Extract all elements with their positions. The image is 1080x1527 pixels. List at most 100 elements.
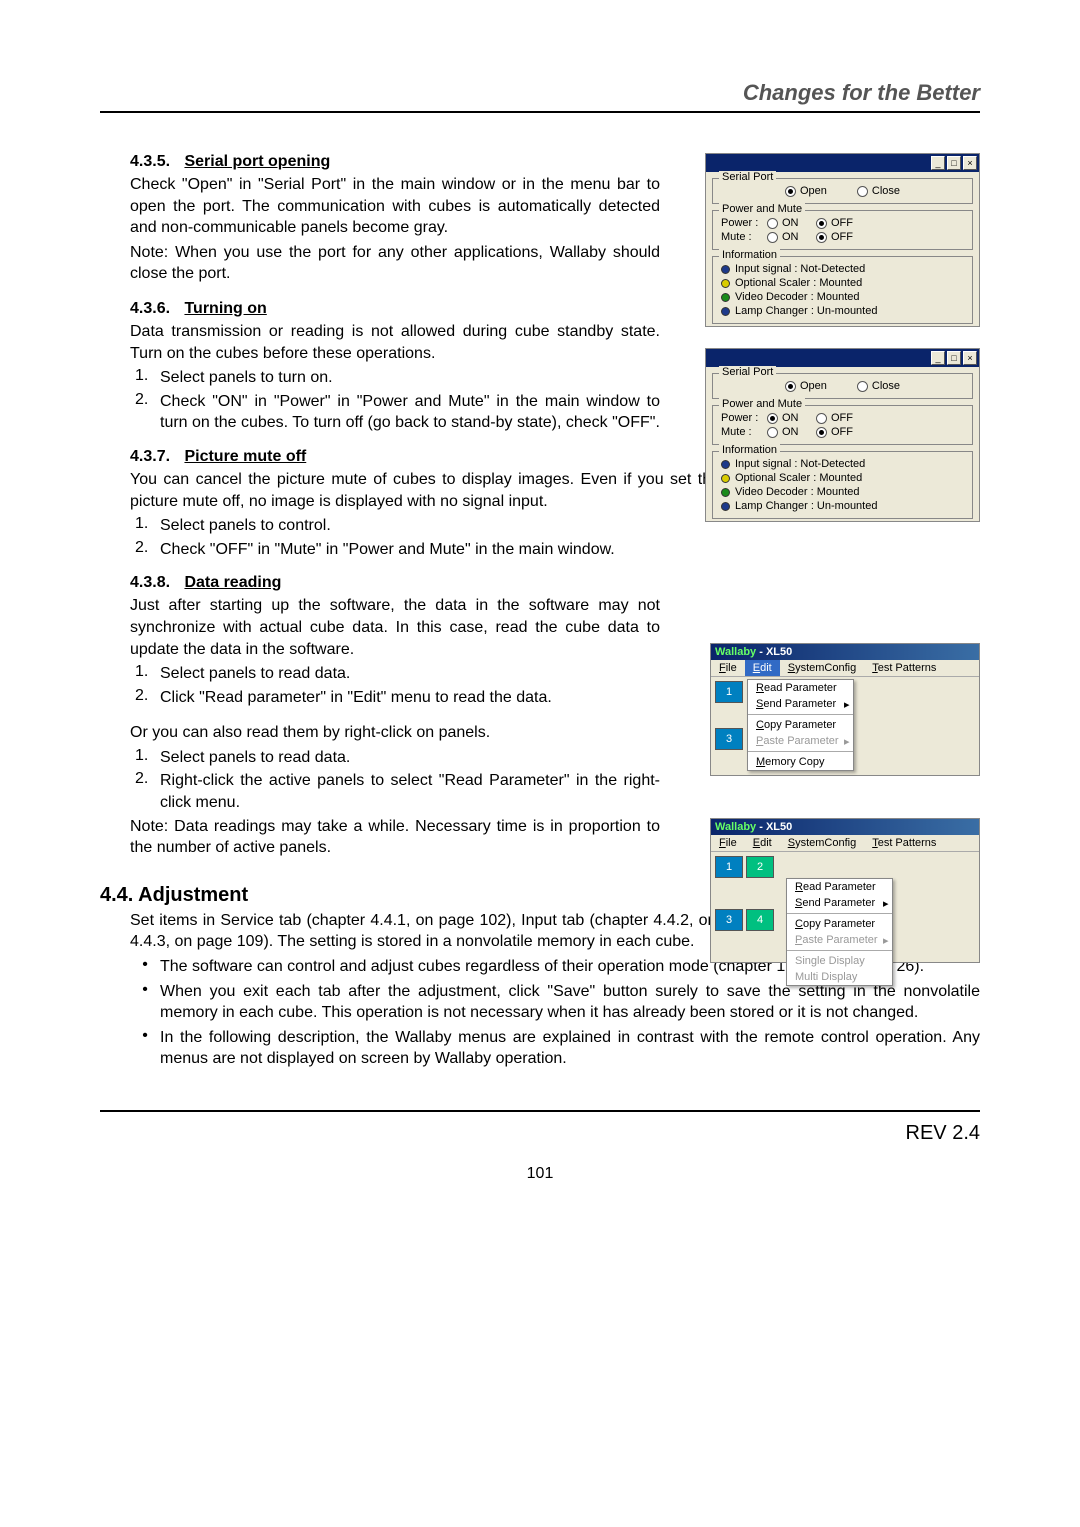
sec-435-num: 4.3.5.: [130, 153, 180, 171]
open-label: Open: [800, 185, 827, 197]
send-parameter-item[interactable]: Send Parameter▸: [787, 895, 892, 911]
testpatterns-menu[interactable]: Test Patterns: [864, 660, 944, 676]
sec-436-l2: 2.Check "ON" in "Power" in "Power and Mu…: [130, 391, 660, 434]
systemconfig-menu[interactable]: SystemConfig: [780, 835, 864, 851]
serial-port-legend: Serial Port: [719, 366, 776, 378]
read-parameter-item[interactable]: Read Parameter: [748, 680, 853, 696]
panel-cell-4[interactable]: 4: [746, 909, 774, 931]
sec-436-head: 4.3.6. Turning on: [130, 300, 660, 318]
memory-copy-item[interactable]: Memory Copy: [748, 754, 853, 770]
sec-436-num: 4.3.6.: [130, 300, 180, 318]
status-dot: [721, 488, 730, 497]
titlebar: _ □ ×: [706, 349, 979, 367]
close-radio[interactable]: [857, 186, 868, 197]
mute-label: Mute :: [721, 231, 763, 243]
power-mute-legend: Power and Mute: [719, 203, 805, 215]
paste-parameter-item[interactable]: Paste Parameter▸: [787, 932, 892, 948]
revision-label: REV 2.4: [100, 1122, 980, 1145]
open-radio[interactable]: [785, 381, 796, 392]
sec-438-title: Data reading: [184, 574, 281, 591]
read-parameter-item[interactable]: Read Parameter: [787, 879, 892, 895]
sec-438-head: 4.3.8. Data reading: [130, 574, 660, 592]
panel-cell-3[interactable]: 3: [715, 728, 743, 750]
mute-label: Mute :: [721, 426, 763, 438]
close-radio[interactable]: [857, 381, 868, 392]
sec-435-title: Serial port opening: [184, 153, 330, 170]
sec-438-l3: 1.Select panels to read data.: [130, 747, 660, 769]
sec-436-title: Turning on: [184, 300, 266, 317]
multi-display-item[interactable]: Multi Display: [787, 969, 892, 985]
wallaby-context-menu-screenshot: Wallaby - XL50 File Edit SystemConfig Te…: [710, 818, 980, 963]
close-label: Close: [872, 380, 900, 392]
wallaby-titlebar: Wallaby - XL50: [711, 819, 979, 835]
send-parameter-item[interactable]: Send Parameter▸: [748, 696, 853, 712]
sec-436-l1: 1.Select panels to turn on.: [130, 367, 660, 389]
status-dot: [721, 293, 730, 302]
sec-435-head: 4.3.5. Serial port opening: [130, 153, 660, 171]
info-video-decoder: Video Decoder : Mounted: [735, 486, 860, 498]
sec-44-b2: •When you exit each tab after the adjust…: [130, 981, 980, 1024]
panel-cell-2[interactable]: 2: [746, 856, 774, 878]
serial-port-legend: Serial Port: [719, 171, 776, 183]
sec-435-p1: Check "Open" in "Serial Port" in the mai…: [130, 174, 660, 239]
power-off-radio[interactable]: [816, 413, 827, 424]
panel-cell-3[interactable]: 3: [715, 909, 743, 931]
paste-parameter-item[interactable]: Paste Parameter▸: [748, 733, 853, 749]
menubar: File Edit SystemConfig Test Patterns: [711, 835, 979, 852]
copy-parameter-item[interactable]: Copy Parameter: [787, 916, 892, 932]
power-mute-fieldset: Power and Mute Power : ON OFF Mute : ON …: [712, 405, 973, 445]
info-lamp-changer: Lamp Changer : Un-mounted: [735, 305, 877, 317]
maximize-button[interactable]: □: [947, 351, 961, 365]
single-display-item[interactable]: Single Display: [787, 953, 892, 969]
serial-port-fieldset: Serial Port Open Close: [712, 178, 973, 204]
edit-menu[interactable]: Edit: [745, 835, 780, 851]
mute-off-radio[interactable]: [816, 232, 827, 243]
titlebar: _ □ ×: [706, 154, 979, 172]
power-on-radio[interactable]: [767, 413, 778, 424]
header-slogan: Changes for the Better: [100, 80, 980, 113]
info-video-decoder: Video Decoder : Mounted: [735, 291, 860, 303]
systemconfig-menu[interactable]: SystemConfig: [780, 660, 864, 676]
sec-435-p2: Note: When you use the port for any othe…: [130, 242, 660, 285]
panel-cell-1[interactable]: 1: [715, 681, 743, 703]
status-dot: [721, 307, 730, 316]
close-label: Close: [872, 185, 900, 197]
power-off-radio[interactable]: [816, 218, 827, 229]
info-optional-scaler: Optional Scaler : Mounted: [735, 277, 862, 289]
testpatterns-menu[interactable]: Test Patterns: [864, 835, 944, 851]
status-dot: [721, 474, 730, 483]
panel-cell-1[interactable]: 1: [715, 856, 743, 878]
sec-437-p1: You can cancel the picture mute of cubes…: [130, 469, 720, 512]
file-menu[interactable]: File: [711, 835, 745, 851]
serial-port-panel-b: _ □ × Serial Port Open Close Power and M…: [705, 348, 980, 522]
info-input-signal: Input signal : Not-Detected: [735, 263, 865, 275]
minimize-button[interactable]: _: [931, 156, 945, 170]
mute-on-radio[interactable]: [767, 232, 778, 243]
info-optional-scaler: Optional Scaler : Mounted: [735, 472, 862, 484]
power-on-radio[interactable]: [767, 218, 778, 229]
info-lamp-changer: Lamp Changer : Un-mounted: [735, 500, 877, 512]
open-radio[interactable]: [785, 186, 796, 197]
copy-parameter-item[interactable]: Copy Parameter: [748, 717, 853, 733]
edit-menu[interactable]: Edit: [745, 660, 780, 676]
edit-dropdown: Read Parameter Send Parameter▸ Copy Para…: [747, 679, 854, 771]
close-button[interactable]: ×: [963, 351, 977, 365]
status-dot: [721, 460, 730, 469]
wallaby-titlebar: Wallaby - XL50: [711, 644, 979, 660]
open-label: Open: [800, 380, 827, 392]
file-menu[interactable]: File: [711, 660, 745, 676]
power-label: Power :: [721, 412, 763, 424]
sec-437-title: Picture mute off: [184, 448, 306, 465]
status-dot: [721, 502, 730, 511]
information-fieldset: Information Input signal : Not-Detected …: [712, 451, 973, 519]
sec-436-p1: Data transmission or reading is not allo…: [130, 321, 660, 364]
sec-438-p2: Or you can also read them by right-click…: [130, 722, 660, 744]
minimize-button[interactable]: _: [931, 351, 945, 365]
mute-off-radio[interactable]: [816, 427, 827, 438]
context-dropdown: Read Parameter Send Parameter▸ Copy Para…: [786, 878, 893, 986]
info-input-signal: Input signal : Not-Detected: [735, 458, 865, 470]
close-button[interactable]: ×: [963, 156, 977, 170]
power-label: Power :: [721, 217, 763, 229]
maximize-button[interactable]: □: [947, 156, 961, 170]
mute-on-radio[interactable]: [767, 427, 778, 438]
